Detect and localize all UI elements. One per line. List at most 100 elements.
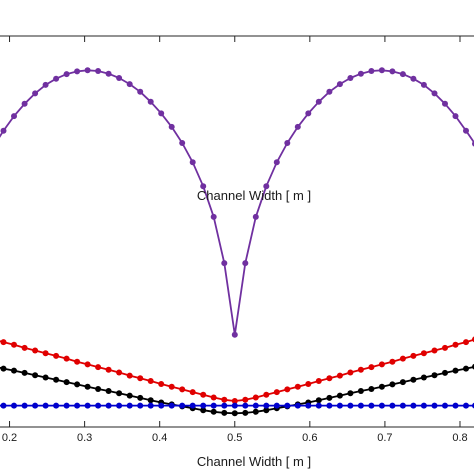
data-point: [231, 402, 238, 409]
data-point: [442, 402, 448, 409]
data-point: [294, 383, 301, 390]
data-point: [378, 361, 385, 368]
data-point: [284, 140, 291, 146]
data-point: [137, 402, 144, 409]
data-point: [273, 159, 280, 166]
data-point: [326, 394, 333, 401]
data-point: [463, 365, 469, 372]
series-4: [0, 402, 474, 409]
data-point: [21, 402, 28, 409]
x-tick-label: 0.3: [77, 432, 92, 444]
data-point: [11, 113, 17, 120]
data-point: [105, 402, 112, 409]
data-point: [189, 402, 196, 409]
data-point: [0, 402, 7, 409]
x-axis-title: Channel Width [ m ]: [197, 188, 311, 203]
data-point: [399, 402, 406, 409]
data-point: [158, 381, 165, 387]
data-point: [452, 341, 459, 348]
data-point: [95, 364, 102, 371]
data-point: [179, 140, 186, 146]
data-point: [326, 402, 333, 409]
data-point: [336, 372, 343, 379]
data-point: [294, 123, 301, 130]
data-point: [378, 402, 385, 409]
data-point: [231, 410, 238, 417]
data-point: [252, 402, 259, 409]
data-point: [273, 389, 280, 396]
data-point: [126, 392, 133, 399]
data-point: [378, 383, 385, 390]
x-tick-labels: 0.2 0.3 0.4 0.5 0.6 0.7 0.8: [2, 432, 468, 444]
data-point: [410, 75, 417, 82]
data-point: [357, 366, 364, 373]
data-point: [442, 369, 448, 376]
data-point: [252, 408, 259, 415]
data-point: [389, 68, 396, 75]
data-point: [399, 379, 406, 386]
data-point: [221, 409, 228, 416]
data-point: [368, 386, 375, 392]
data-point: [105, 366, 112, 373]
data-point: [347, 402, 354, 409]
data-point: [305, 381, 312, 387]
data-point: [420, 402, 427, 409]
data-point: [210, 213, 217, 220]
data-point: [442, 100, 448, 107]
data-point: [126, 402, 133, 409]
x-tick-label: 0.4: [152, 432, 167, 444]
data-point: [147, 397, 154, 404]
series-1: [0, 67, 474, 338]
data-point: [242, 396, 249, 403]
data-point: [305, 402, 312, 409]
data-point: [263, 183, 270, 190]
data-point: [189, 159, 196, 166]
data-point: [294, 402, 301, 409]
data-point: [95, 68, 102, 74]
data-point: [189, 389, 196, 396]
data-point: [126, 81, 133, 88]
data-point: [221, 402, 228, 409]
data-point: [431, 402, 438, 409]
data-point: [116, 402, 123, 409]
data-point: [252, 213, 259, 220]
data-point: [0, 339, 7, 346]
data-point: [284, 402, 291, 409]
data-point: [137, 394, 144, 401]
data-point: [84, 383, 91, 390]
data-point: [357, 388, 364, 394]
data-point: [210, 402, 217, 409]
data-point: [389, 402, 396, 409]
data-point: [399, 355, 406, 362]
data-point: [368, 68, 375, 74]
data-point: [336, 392, 343, 399]
data-point: [74, 381, 81, 388]
data-point: [21, 369, 28, 376]
data-point: [368, 364, 375, 371]
x-tick-label: 0.7: [377, 432, 392, 444]
data-point: [431, 347, 438, 354]
x-tick-label: 0.6: [302, 432, 317, 444]
data-point: [42, 81, 49, 88]
data-point: [168, 123, 175, 130]
data-point: [32, 402, 39, 409]
data-point: [326, 88, 333, 95]
data-point: [147, 378, 154, 384]
data-point: [63, 402, 70, 409]
data-point: [210, 408, 217, 415]
data-point: [410, 376, 417, 383]
data-point: [42, 402, 49, 409]
data-point: [442, 344, 448, 351]
data-point: [179, 386, 186, 393]
data-point: [63, 379, 70, 386]
data-point: [21, 344, 28, 351]
x-tick-label: 0.5: [227, 432, 242, 444]
data-point: [200, 407, 207, 414]
data-point: [221, 396, 228, 403]
data-point: [357, 70, 364, 77]
data-point: [105, 388, 112, 394]
data-point: [32, 347, 39, 354]
data-point: [347, 369, 354, 376]
data-point: [336, 81, 343, 88]
data-point: [42, 350, 49, 357]
